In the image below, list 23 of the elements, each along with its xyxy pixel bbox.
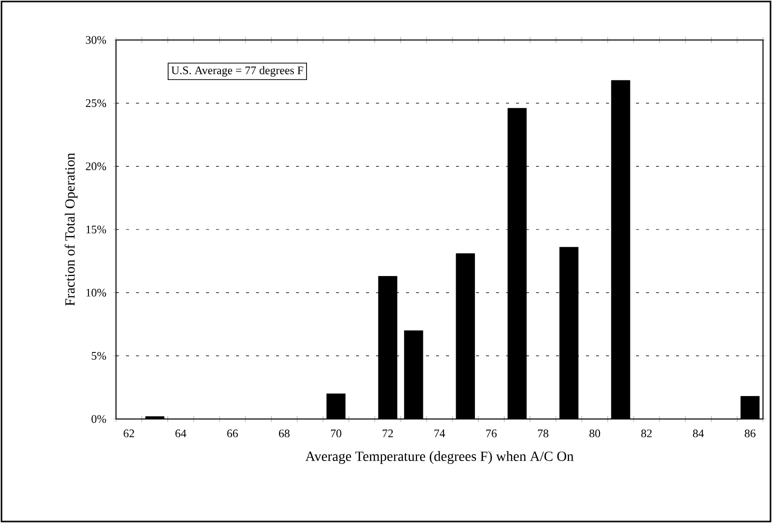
- y-tick-label: 20%: [86, 162, 106, 170]
- annotation: U.S. Average = 77 degrees F: [171, 66, 304, 77]
- x-tick-label: 70: [331, 430, 342, 438]
- x-tick-label: 74: [434, 430, 446, 438]
- y-tick-label: 25%: [86, 99, 106, 108]
- x-tick-label: 68: [278, 430, 290, 438]
- x-tick-label: 86: [744, 430, 756, 438]
- x-tick-label: 66: [227, 430, 238, 438]
- x-tick-label: 62: [124, 430, 134, 438]
- y-axis-title: Fraction of Total Operation: [64, 153, 78, 306]
- y-tick-label: 15%: [86, 226, 106, 234]
- x-axis-title: Average Temperature (degrees F) when A/C On: [305, 451, 574, 464]
- x-tick-label: 84: [692, 430, 704, 438]
- x-tick-label: 76: [486, 430, 497, 438]
- x-tick-label: 78: [538, 430, 548, 438]
- y-tick-label: 5%: [92, 352, 106, 360]
- y-tick-label: 0%: [92, 415, 106, 423]
- y-tick-label: 10%: [86, 288, 106, 297]
- x-tick-label: 82: [641, 430, 652, 438]
- x-tick-label: 64: [175, 430, 186, 438]
- y-tick-label: 30%: [86, 36, 106, 44]
- x-tick-label: 72: [382, 430, 393, 438]
- x-tick-label: 80: [589, 430, 600, 438]
